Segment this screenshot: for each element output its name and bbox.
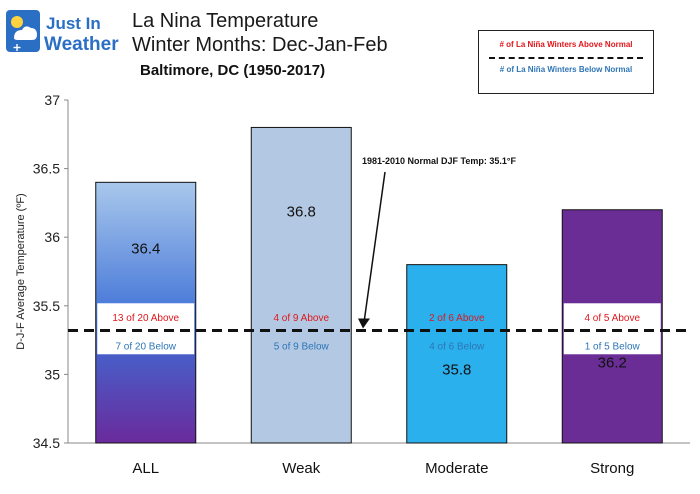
- value-label: 35.8: [442, 361, 471, 378]
- above-count-label: 13 of 20 Above: [112, 313, 179, 324]
- legend: # of La Niña Winters Above Normal # of L…: [478, 30, 654, 94]
- count-box: [97, 303, 195, 355]
- y-tick-label: 36: [44, 229, 60, 245]
- logo-line2: Weather: [44, 34, 119, 55]
- x-tick-label: ALL: [132, 460, 159, 477]
- above-count-label: 2 of 6 Above: [429, 313, 485, 324]
- legend-above-label: # of La Niña Winters Above Normal: [499, 40, 633, 49]
- cloud-icon: [14, 26, 37, 40]
- logo: Just In Weather: [6, 8, 126, 56]
- bars: [95, 126, 663, 444]
- above-count-label: 4 of 5 Above: [584, 313, 640, 324]
- value-label: 36.8: [287, 204, 316, 221]
- below-count-label: 7 of 20 Below: [115, 342, 176, 353]
- y-tick-label: 35.5: [33, 298, 60, 314]
- bar-labels: ALL Weak Moderate Strong 36.4 36.8 35.8 36.2: [131, 204, 634, 477]
- above-count-label: 4 of 9 Above: [273, 313, 329, 324]
- x-tick-label: Weak: [282, 460, 321, 477]
- normal-temp-annotation: 1981-2010 Normal DJF Temp: 35.1°F: [362, 156, 517, 166]
- chart-title-line2: Winter Months: Dec-Jan-Feb: [132, 34, 388, 56]
- below-count-label: 5 of 9 Below: [274, 342, 330, 353]
- bar-moderate: [406, 264, 508, 444]
- below-count-label: 4 of 6 Below: [429, 342, 485, 353]
- bar-weak: [250, 126, 352, 444]
- y-tick-label: 34.5: [33, 435, 60, 451]
- y-tick-label: 37: [44, 92, 60, 108]
- sun-icon: [11, 16, 23, 28]
- value-label: 36.2: [598, 355, 627, 372]
- overlay: 13 of 20 Above 7 of 20 Below 4 of 9 Above 5…: [68, 156, 690, 355]
- legend-dash-line: [489, 57, 643, 59]
- logo-line1: Just In: [46, 14, 101, 33]
- count-box: [563, 303, 661, 355]
- x-tick-label: Strong: [590, 460, 634, 477]
- legend-below-label: # of La Niña Winters Below Normal: [499, 65, 633, 74]
- y-tick-label: 35: [44, 366, 60, 382]
- annotation-arrow-line: [363, 171, 386, 323]
- below-count-label: 1 of 5 Below: [585, 342, 641, 353]
- y-axis-title: D-J-F Average Temperature (ºF): [15, 193, 27, 349]
- value-label: 36.4: [131, 241, 160, 258]
- x-tick-label: Moderate: [425, 460, 488, 477]
- snowflake-icon: [13, 44, 21, 51]
- y-tick-label: 36.5: [33, 161, 60, 177]
- annotation-arrow-head: [358, 318, 370, 329]
- chart-subtitle: Baltimore, DC (1950-2017): [140, 62, 326, 79]
- chart-title-line1: La Nina Temperature: [132, 10, 319, 32]
